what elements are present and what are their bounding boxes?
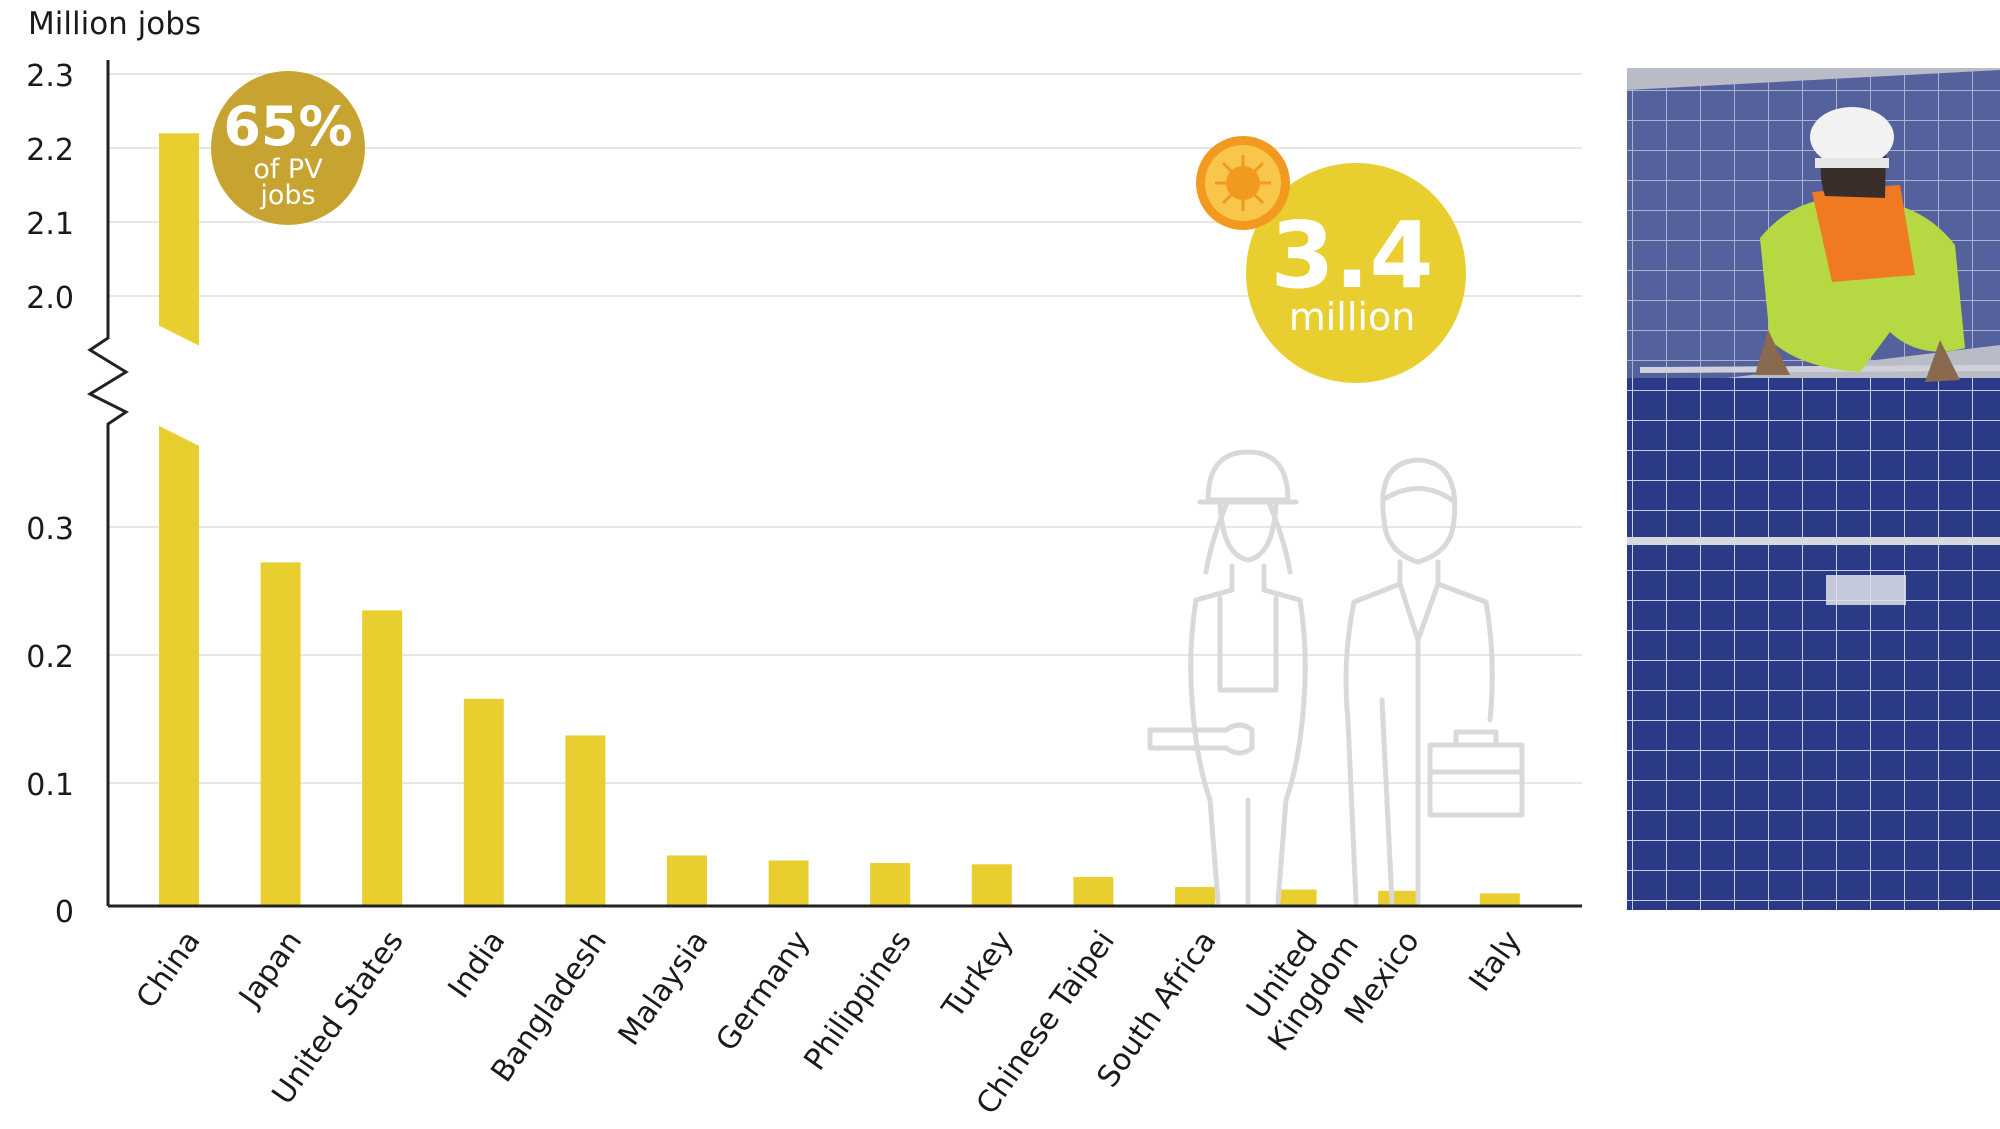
category-label-japan: Japan [231, 925, 309, 1015]
bar-china-upper [159, 133, 199, 346]
category-label-china: China [130, 925, 208, 1015]
bar-mexico [1378, 890, 1419, 906]
category-label-india: India [441, 925, 512, 1005]
category-label-germany: Germany [709, 925, 817, 1058]
share-line1: of PV [253, 154, 323, 185]
bar-south-africa [1175, 887, 1215, 906]
y-tick-2.3: 2.3 [26, 59, 74, 94]
y-tick-0.1: 0.1 [26, 768, 74, 803]
bar-philippines [870, 863, 911, 906]
share-line2: jobs [259, 180, 315, 211]
bar-italy [1479, 893, 1520, 906]
y-tick-2.2: 2.2 [26, 133, 74, 168]
y-tick-0: 0 [55, 895, 74, 930]
share-badge: 65% of PV jobs [211, 71, 365, 225]
y-tick-0.3: 0.3 [26, 512, 74, 547]
bars [159, 133, 1520, 906]
bar-united-states [362, 610, 403, 906]
category-label-philippines: Philippines [797, 925, 918, 1077]
bar-malaysia [667, 855, 707, 906]
bar-japan [260, 562, 301, 906]
total-value: 3.4 [1271, 202, 1434, 309]
bar-india [463, 698, 504, 906]
bar-chinese-taipei [1073, 876, 1114, 906]
bar-bangladesh [565, 735, 606, 906]
male-worker-icon [1343, 457, 1525, 905]
total-unit: million [1289, 295, 1416, 339]
category-label-malaysia: Malaysia [612, 925, 716, 1052]
y-axis-label: Million jobs [28, 6, 201, 42]
bar-germany [768, 860, 809, 906]
y-tick-2.1: 2.1 [26, 207, 74, 242]
category-label-turkey: Turkey [935, 925, 1020, 1026]
y-tick-labels: 2.3 2.2 2.1 2.0 0.3 0.2 0.1 0 [26, 59, 74, 930]
female-worker-icon [1147, 449, 1308, 905]
bar-turkey [971, 864, 1012, 906]
total-badge: 3.4 million [1246, 163, 1466, 383]
y-tick-2.0: 2.0 [26, 281, 74, 316]
y-tick-0.2: 0.2 [26, 640, 74, 675]
sun-icon [1196, 136, 1290, 230]
share-value: 65% [223, 95, 352, 158]
category-label-italy: Italy [1462, 925, 1528, 998]
bar-united-kingdom [1276, 889, 1317, 906]
share-badge-circle [211, 71, 365, 225]
solar-panel-installer-photo [1627, 68, 2000, 910]
category-label-united-kingdom: UnitedKingdom [1232, 908, 1366, 1057]
total-badge-circle [1246, 163, 1466, 383]
bar-china-lower [159, 425, 199, 906]
y-axis [86, 60, 129, 906]
